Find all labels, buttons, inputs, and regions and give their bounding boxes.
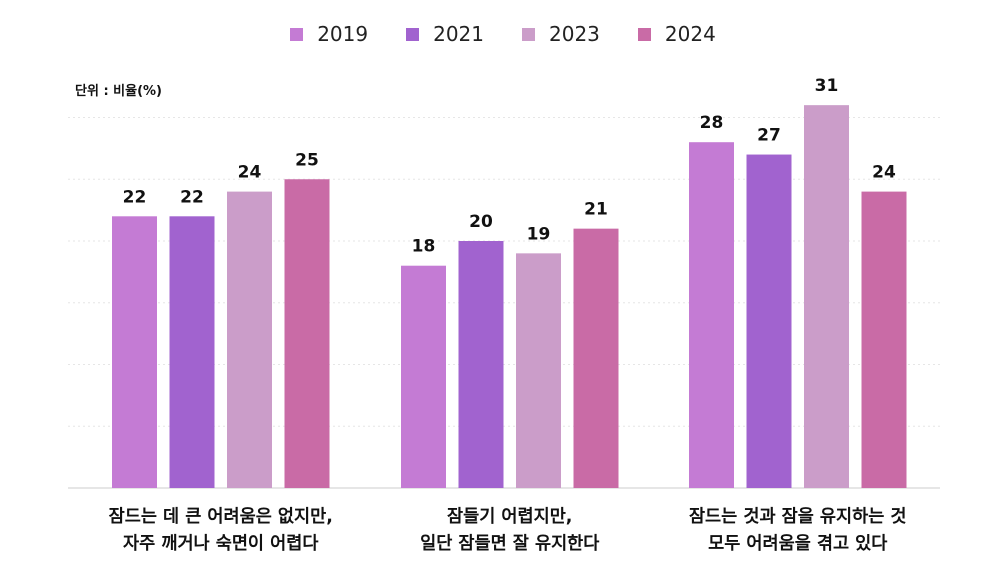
legend-item-2019: 2019 — [290, 22, 368, 46]
bar-2021-group-1 — [169, 216, 215, 489]
bar-2024-group-2 — [573, 228, 619, 488]
category-label: 잠드는 것과 잠을 유지하는 것 — [689, 506, 907, 527]
category-label: 자주 깨거나 숙면이 어렵다 — [123, 534, 318, 554]
legend-label: 2019 — [317, 22, 369, 46]
bar-2023-group-2 — [516, 253, 561, 488]
data-label: 27 — [757, 126, 781, 146]
bar-2024-group-1 — [284, 179, 330, 488]
bar-2023-group-1 — [227, 191, 272, 488]
data-label: 22 — [180, 187, 204, 207]
category-label: 일단 잠들면 잘 유지한다 — [420, 533, 599, 554]
legend-swatch — [406, 27, 420, 41]
legend-item-2021: 2021 — [406, 22, 484, 46]
unit-label: 단위 : 비율(%) — [75, 84, 162, 99]
legend-swatch — [522, 27, 535, 41]
legend-item-2024: 2024 — [637, 22, 716, 46]
bar-2019-group-2 — [401, 265, 446, 488]
legend-label: 2021 — [433, 22, 484, 46]
data-label: 21 — [584, 200, 608, 220]
data-label: 19 — [527, 224, 551, 244]
bar-2019-group-1 — [112, 216, 157, 489]
bar-2021-group-3 — [746, 154, 792, 489]
legend: 2019 2021 2023 2024 — [0, 22, 1006, 46]
legend-item-2023: 2023 — [522, 22, 600, 46]
data-label: 25 — [295, 150, 319, 170]
category-label: 모두 어려움을 겪고 있다 — [708, 534, 887, 554]
legend-swatch — [290, 27, 304, 41]
data-label: 20 — [469, 212, 493, 232]
data-label: 24 — [238, 163, 262, 183]
bar-2019-group-3 — [689, 142, 734, 488]
bar-2023-group-3 — [804, 105, 849, 489]
legend-label: 2023 — [549, 22, 600, 46]
data-label: 22 — [123, 187, 147, 207]
category-label: 잠들기 어렵지만, — [447, 507, 572, 527]
bar-2021-group-2 — [458, 241, 504, 488]
data-label: 31 — [815, 76, 839, 96]
legend-swatch — [637, 27, 651, 41]
bar-2024-group-3 — [861, 191, 907, 488]
data-label: 18 — [412, 237, 436, 257]
data-label: 24 — [872, 163, 896, 183]
category-label: 잠드는 데 큰 어려움은 없지만, — [109, 507, 333, 527]
data-label: 28 — [700, 113, 724, 133]
legend-label: 2024 — [664, 22, 716, 46]
